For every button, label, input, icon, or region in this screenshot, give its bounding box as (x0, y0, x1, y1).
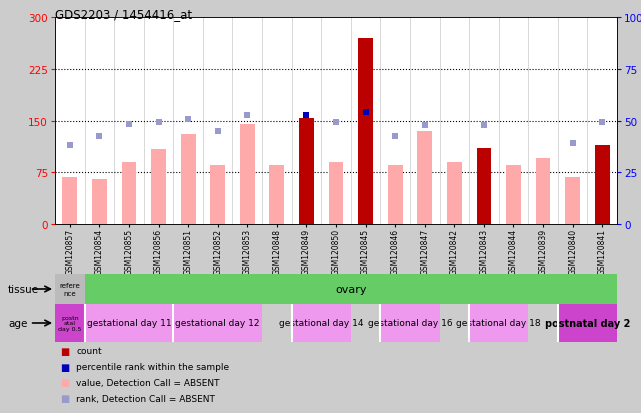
Bar (469, 304, 528, 342)
Text: ■: ■ (60, 362, 69, 372)
Text: gestational day 16: gestational day 16 (368, 319, 453, 328)
Bar (292, 304, 351, 342)
Bar (329, 162, 344, 224)
Bar (380, 304, 440, 342)
Bar (595, 145, 610, 224)
Text: gestational day 12: gestational day 12 (176, 319, 260, 328)
Text: postn
atal
day 0.5: postn atal day 0.5 (58, 315, 81, 332)
Text: refere
nce: refere nce (60, 283, 80, 296)
Bar (181, 135, 196, 224)
Bar (122, 162, 137, 224)
Bar (417, 131, 432, 224)
Bar (210, 166, 225, 224)
Text: postnatal day 2: postnatal day 2 (545, 318, 630, 328)
Bar (92, 180, 107, 224)
Text: gestational day 18: gestational day 18 (456, 319, 541, 328)
Bar (476, 149, 491, 224)
Bar (55, 304, 85, 342)
Bar (151, 150, 166, 224)
Text: gestational day 14: gestational day 14 (279, 319, 363, 328)
Bar (55, 274, 85, 304)
Text: rank, Detection Call = ABSENT: rank, Detection Call = ABSENT (76, 394, 215, 403)
Bar (299, 119, 314, 224)
Bar (558, 304, 617, 342)
Bar (173, 304, 262, 342)
Text: tissue: tissue (8, 284, 39, 294)
Bar (358, 38, 373, 224)
Text: ■: ■ (60, 377, 69, 387)
Bar (388, 166, 403, 224)
Bar (506, 166, 521, 224)
Bar (240, 125, 254, 224)
Text: percentile rank within the sample: percentile rank within the sample (76, 362, 229, 371)
Bar (62, 178, 77, 224)
Text: ovary: ovary (335, 284, 367, 294)
Text: gestational day 11: gestational day 11 (87, 319, 171, 328)
Text: GDS2203 / 1454416_at: GDS2203 / 1454416_at (55, 8, 192, 21)
Text: age: age (8, 318, 28, 328)
Bar (595, 159, 610, 224)
Bar (85, 304, 173, 342)
Text: count: count (76, 347, 102, 356)
Text: value, Detection Call = ABSENT: value, Detection Call = ABSENT (76, 378, 219, 387)
Bar (536, 159, 551, 224)
Bar (565, 178, 580, 224)
Bar (447, 162, 462, 224)
Text: ■: ■ (60, 393, 69, 403)
Bar (269, 166, 284, 224)
Text: ■: ■ (60, 346, 69, 356)
